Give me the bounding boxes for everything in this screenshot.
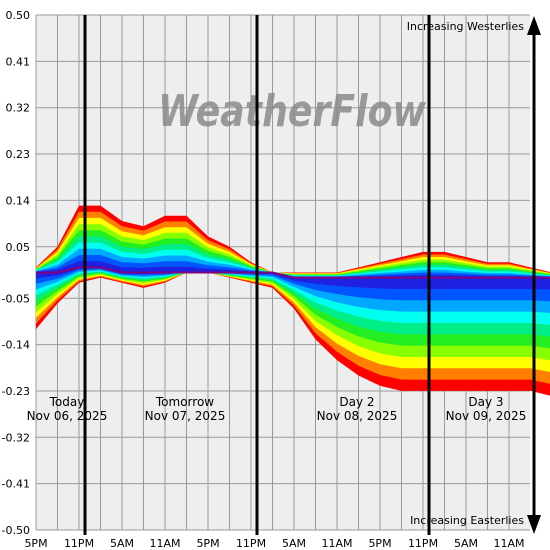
westerlies-label: Increasing Westerlies: [407, 20, 525, 33]
x-tick-labels: 5PM 11PM 5AM 11AM 5PM 11PM 5AM 11AM 5PM 11PM 5AM 11…: [24, 537, 524, 550]
direction-arrow: [527, 16, 541, 534]
x-tick-label: 11PM: [236, 537, 266, 550]
day-date: Nov 09, 2025: [446, 409, 527, 423]
arrow-head-down: [527, 515, 541, 534]
x-tick-label: 11PM: [408, 537, 438, 550]
day-name: Day 2: [339, 395, 374, 409]
day-name: Today: [49, 395, 85, 409]
y-tick-labels: 0.50 0.41 0.32 0.23 0.14 0.05 -0.05 -0.14 -0.23 -…: [2, 9, 30, 537]
day-name: Day 3: [468, 395, 503, 409]
watermark: WeatherFlow: [158, 86, 426, 137]
x-tick-label: 5PM: [368, 537, 391, 550]
day-date: Nov 07, 2025: [145, 409, 226, 423]
x-tick-label: 11PM: [64, 537, 94, 550]
y-tick-label: 0.50: [6, 9, 31, 22]
spread-bands: [36, 205, 550, 396]
y-tick-label: -0.05: [2, 292, 30, 305]
y-tick-label: 0.41: [6, 55, 31, 68]
median-line: [36, 266, 550, 279]
x-tick-label: 11AM: [321, 537, 352, 550]
median-series: [36, 266, 550, 279]
y-tick-label: -0.32: [2, 431, 30, 444]
x-tick-label: 5AM: [454, 537, 478, 550]
day-date: Nov 06, 2025: [27, 409, 108, 423]
x-tick-label: 5PM: [24, 537, 47, 550]
y-tick-label: -0.41: [2, 478, 30, 491]
day-dividers: [83, 15, 431, 535]
arrow-head-up: [527, 16, 541, 35]
day-name: Tomorrow: [155, 395, 214, 409]
y-tick-label: 0.32: [6, 102, 31, 115]
x-tick-label: 11AM: [149, 537, 180, 550]
y-tick-label: 0.23: [6, 148, 31, 161]
x-tick-label: 5AM: [282, 537, 306, 550]
easterlies-label: Increasing Easterlies: [410, 514, 524, 527]
y-tick-label: -0.50: [2, 524, 30, 537]
spread-band: [36, 261, 550, 290]
y-tick-label: -0.14: [2, 339, 30, 352]
day-date: Nov 08, 2025: [317, 409, 398, 423]
y-tick-label: 0.14: [6, 194, 31, 207]
x-tick-label: 5AM: [110, 537, 134, 550]
x-tick-label: 5PM: [196, 537, 219, 550]
x-tick-label: 11AM: [493, 537, 524, 550]
y-tick-label: -0.23: [2, 385, 30, 398]
y-tick-label: 0.05: [6, 241, 31, 254]
